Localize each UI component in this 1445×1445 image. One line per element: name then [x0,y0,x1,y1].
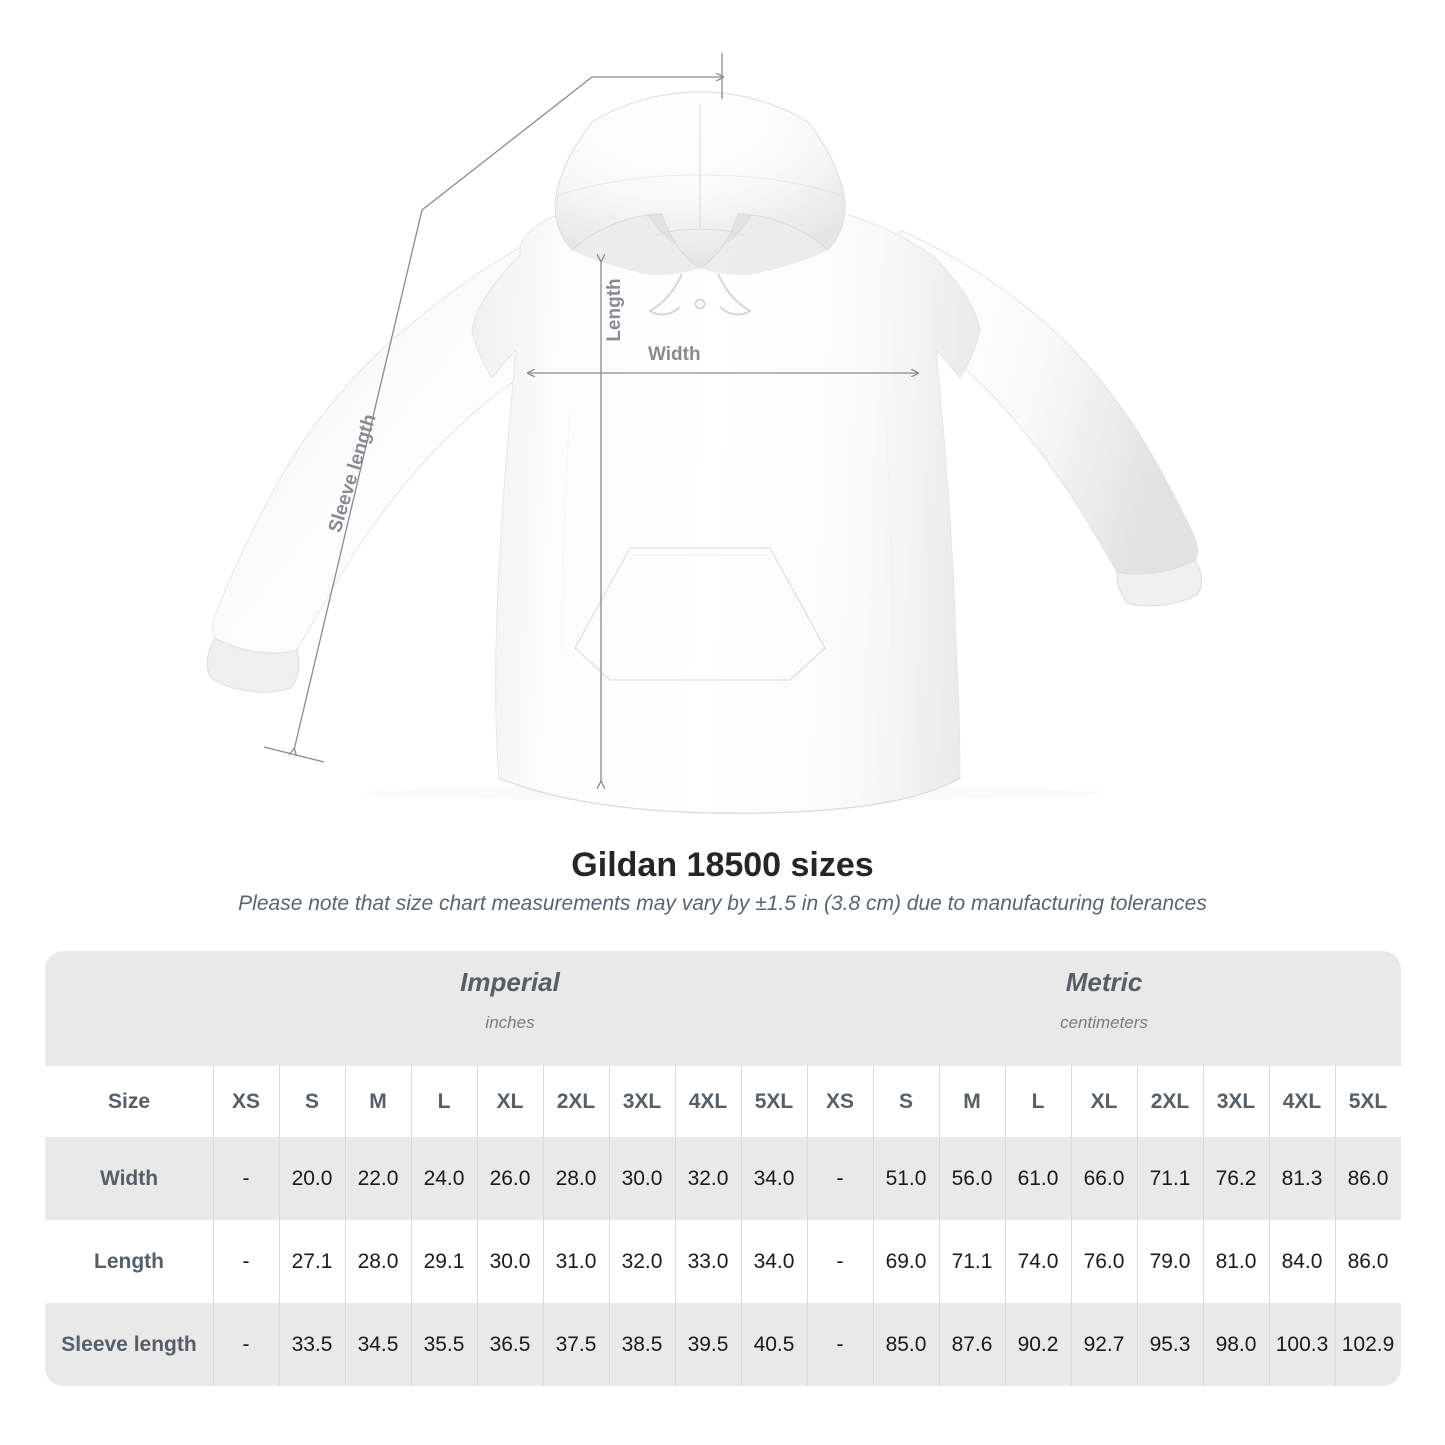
svg-text:Sleeve length: Sleeve length [325,412,381,535]
svg-text:Length: Length [604,278,625,341]
svg-text:Width: Width [648,344,701,365]
